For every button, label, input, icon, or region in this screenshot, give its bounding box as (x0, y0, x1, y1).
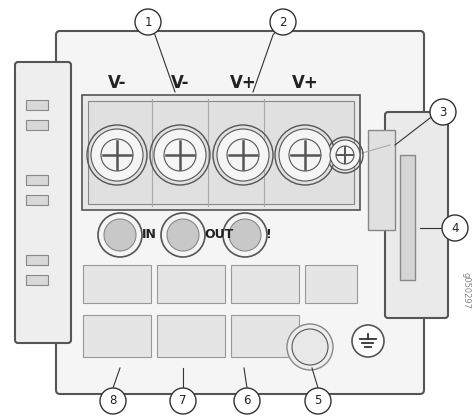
Text: !: ! (265, 229, 271, 242)
Bar (83, 315, 151, 357)
Bar (26, 100, 48, 110)
Text: V-: V- (108, 74, 126, 92)
FancyBboxPatch shape (56, 31, 424, 394)
Bar (26, 120, 48, 130)
Circle shape (352, 325, 384, 357)
Circle shape (91, 129, 143, 181)
Circle shape (217, 129, 269, 181)
Circle shape (292, 329, 328, 365)
Bar (368, 130, 395, 230)
Text: 5: 5 (314, 395, 322, 408)
Circle shape (270, 9, 296, 35)
Text: g050297: g050297 (462, 272, 471, 308)
Circle shape (234, 388, 260, 414)
Circle shape (279, 129, 331, 181)
Text: 1: 1 (144, 15, 152, 28)
Bar (26, 255, 48, 265)
Circle shape (287, 324, 333, 370)
Text: 2: 2 (279, 15, 287, 28)
Text: 6: 6 (243, 395, 251, 408)
Circle shape (104, 219, 136, 251)
Text: IN: IN (142, 229, 157, 242)
Circle shape (229, 219, 261, 251)
Circle shape (170, 388, 196, 414)
Text: OUT: OUT (204, 229, 233, 242)
Bar (26, 275, 48, 285)
Bar (26, 175, 48, 185)
Circle shape (167, 219, 199, 251)
Bar (82, 95, 360, 210)
Bar (83, 265, 151, 303)
Bar (157, 265, 225, 303)
Text: 7: 7 (179, 395, 187, 408)
Bar (305, 265, 357, 303)
Text: 3: 3 (439, 105, 447, 118)
Circle shape (305, 388, 331, 414)
Text: 4: 4 (451, 222, 459, 234)
FancyBboxPatch shape (15, 62, 71, 343)
Circle shape (154, 129, 206, 181)
FancyBboxPatch shape (385, 112, 448, 318)
Bar (231, 315, 299, 357)
Text: 8: 8 (109, 395, 117, 408)
Bar (231, 265, 299, 303)
Circle shape (100, 388, 126, 414)
Bar (88, 101, 354, 204)
Text: V-: V- (171, 74, 189, 92)
Circle shape (135, 9, 161, 35)
Circle shape (330, 140, 360, 170)
Text: V+: V+ (292, 74, 319, 92)
Bar (400, 155, 415, 280)
Bar (157, 315, 225, 357)
Text: V+: V+ (229, 74, 256, 92)
Circle shape (430, 99, 456, 125)
Bar (26, 195, 48, 205)
Circle shape (442, 215, 468, 241)
